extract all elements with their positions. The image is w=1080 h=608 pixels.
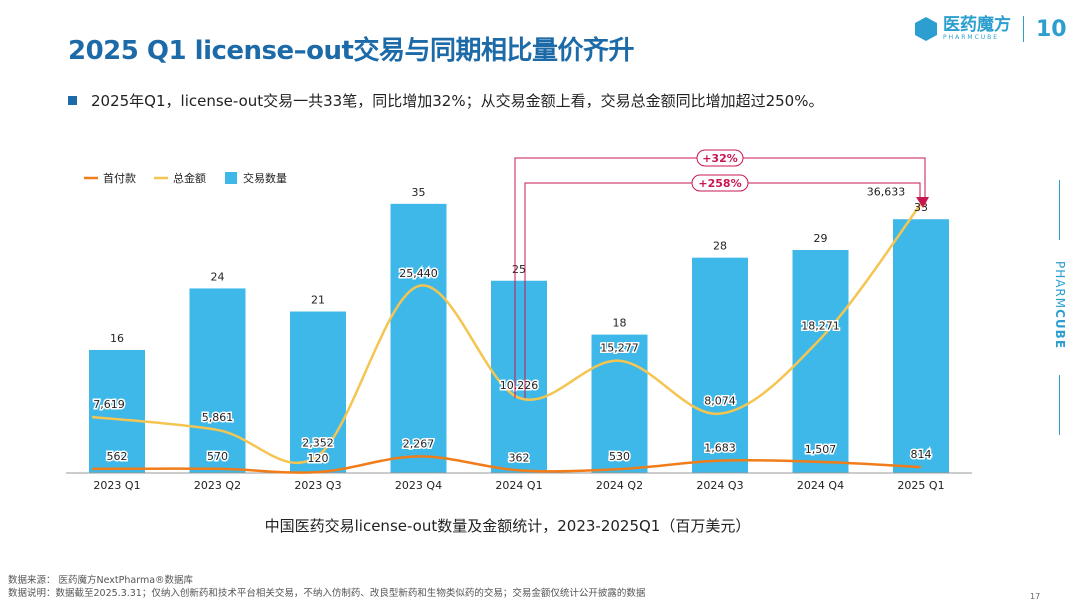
- upfront-label: 814: [911, 448, 932, 461]
- page-title: 2025 Q1 license–out交易与同期相比量价齐升: [68, 36, 634, 66]
- x-tick-label: 2024 Q3: [696, 479, 743, 492]
- upfront-label: 120: [308, 452, 329, 465]
- total-amount-label: 36,633: [867, 186, 906, 199]
- bar-label: 35: [412, 186, 426, 199]
- bar-label: 28: [713, 240, 727, 253]
- logo-divider: [1023, 16, 1024, 42]
- annotations: +32% +258%: [514, 149, 929, 398]
- pharmcube-logo: 医药魔方 PHARMCUBE 10: [915, 16, 1067, 42]
- annotation-label: +32%: [702, 152, 738, 165]
- chart-title: 中国医药交易license-out数量及金额统计，2023-2025Q1（百万美…: [264, 517, 751, 535]
- logo-cn: 医药魔方: [943, 15, 1011, 35]
- bar-2023-Q2: [189, 288, 246, 473]
- annotation-pill: [696, 149, 744, 167]
- bar-2023-Q3: [290, 311, 346, 473]
- x-tick-label: 2024 Q2: [596, 479, 643, 492]
- x-tick-label: 2023 Q3: [294, 479, 341, 492]
- bar-label: 16: [110, 332, 124, 345]
- x-tick-label: 2023 Q2: [194, 479, 241, 492]
- page-number: 17: [1030, 592, 1041, 601]
- line-upfront: [91, 455, 922, 474]
- legend-item: 首付款: [103, 171, 136, 185]
- bar-label: 29: [814, 232, 828, 245]
- upfront-label: 1,507: [805, 443, 837, 456]
- total-amount-label: 2,352: [302, 437, 334, 450]
- bar-2023-Q1: [89, 349, 145, 473]
- logo-en: PHARMCUBE: [943, 34, 1000, 41]
- total-amount-label: 18,271: [801, 320, 840, 333]
- legend-item: 交易数量: [243, 171, 287, 185]
- bar-2024-Q2: [591, 334, 648, 473]
- bar-label: 21: [311, 294, 325, 307]
- bar-2024-Q3: [692, 257, 748, 473]
- x-tick-label: 2023 Q4: [395, 479, 442, 492]
- side-brand: PHARMCUBE: [1050, 180, 1070, 435]
- cube-logo-icon: [915, 17, 937, 41]
- x-tick-label: 2025 Q1: [897, 479, 944, 492]
- footer-note: 数据说明：数据截至2025.3.31；仅纳入创新药和技术平台相关交易，不纳入仿制…: [8, 588, 646, 599]
- labels: 16 2023 Q1 24 2023 Q2 21 2023 Q3 35 2023 Q4 25 20…: [92, 184, 945, 492]
- bars: [89, 203, 949, 473]
- bar-label: 25: [512, 263, 526, 276]
- total-amount-label: 7,619: [93, 398, 125, 411]
- footer-source: 数据来源： 医药魔方NextPharma®数据库: [8, 575, 194, 586]
- bar-2024-Q1: [491, 280, 547, 473]
- legend-item: 总金额: [173, 171, 206, 185]
- summary-text: 2025年Q1，license-out交易一共33笔，同比增加32%；从交易金额…: [91, 92, 824, 110]
- lines: [91, 203, 923, 474]
- upfront-label: 530: [609, 450, 630, 463]
- side-line-bottom: [1059, 375, 1060, 435]
- total-amount-label: 15,277: [600, 342, 639, 355]
- anniversary-logo: 10: [1036, 16, 1067, 42]
- total-amount-label: 5,861: [202, 411, 234, 424]
- line-total-amount: [91, 203, 923, 464]
- x-tick-label: 2024 Q1: [495, 479, 542, 492]
- total-amount-label: 8,074: [704, 395, 736, 408]
- annotation-label: +258%: [698, 177, 741, 190]
- total-amount-label: 25,440: [399, 267, 438, 280]
- annotation-pill: [691, 174, 749, 192]
- upfront-label: 1,683: [704, 442, 736, 455]
- bar-2025-Q1: [893, 219, 949, 473]
- legend: 首付款 总金额 交易数量: [84, 171, 287, 185]
- upfront-label: 570: [207, 450, 228, 463]
- upfront-label: 562: [107, 450, 128, 463]
- x-tick-label: 2024 Q4: [797, 479, 844, 492]
- bar-2024-Q4: [792, 249, 849, 473]
- arrow-head-icon: [916, 197, 929, 208]
- upfront-label: 362: [509, 451, 530, 464]
- bar-label: 24: [211, 270, 225, 283]
- side-line-top: [1059, 180, 1060, 240]
- x-tick-label: 2023 Q1: [93, 479, 140, 492]
- upfront-label: 2,267: [403, 437, 435, 450]
- bullet-square-icon: [68, 96, 77, 105]
- bar-2023-Q4: [390, 203, 447, 473]
- bar-label: 18: [613, 317, 627, 330]
- legend-swatch: [225, 172, 237, 184]
- total-amount-label: 10,226: [500, 379, 539, 392]
- summary-bullet: 2025年Q1，license-out交易一共33笔，同比增加32%；从交易金额…: [68, 90, 823, 111]
